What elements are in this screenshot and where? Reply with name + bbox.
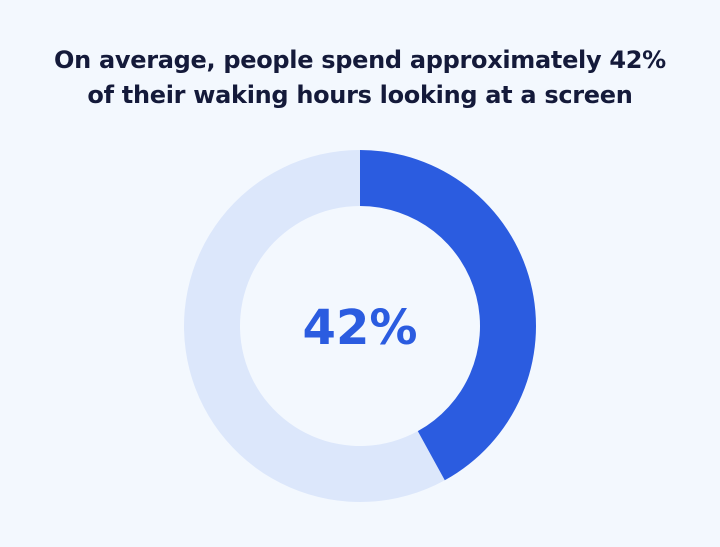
chart-title-line-1: On average, people spend approximately 4…	[54, 46, 666, 74]
chart-title: On average, people spend approximately 4…	[0, 43, 720, 113]
center-label: 42%	[303, 300, 418, 356]
slice-screen-time	[360, 150, 537, 481]
chart-title-line-2: of their waking hours looking at a scree…	[87, 81, 633, 109]
slice-other	[184, 150, 445, 502]
